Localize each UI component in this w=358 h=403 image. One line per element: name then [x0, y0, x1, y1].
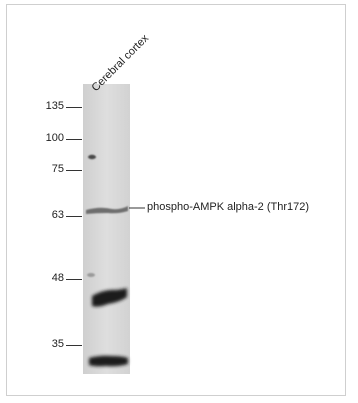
band-label: phospho-AMPK alpha-2 (Thr172): [147, 201, 310, 213]
marker-tick-48: [66, 279, 82, 280]
marker-label-35: 35: [51, 338, 64, 350]
band-strong-33: [89, 355, 128, 367]
marker-label-100: 100: [45, 132, 64, 144]
marker-tick-135: [66, 107, 82, 108]
band-strong-42: [92, 288, 127, 307]
marker-tick-63: [66, 216, 82, 217]
marker-label-135: 135: [45, 100, 64, 112]
marker-label-75: 75: [51, 163, 64, 175]
gel-lane: [83, 84, 130, 374]
figure-frame: [6, 4, 346, 396]
band-spot-48: [87, 273, 95, 277]
marker-label-48: 48: [51, 272, 64, 284]
marker-tick-100: [66, 139, 82, 140]
marker-label-63: 63: [51, 209, 64, 221]
marker-tick-35: [66, 345, 82, 346]
marker-tick-75: [66, 170, 82, 171]
band-spot-80: [88, 154, 96, 160]
band-target: [86, 206, 128, 214]
